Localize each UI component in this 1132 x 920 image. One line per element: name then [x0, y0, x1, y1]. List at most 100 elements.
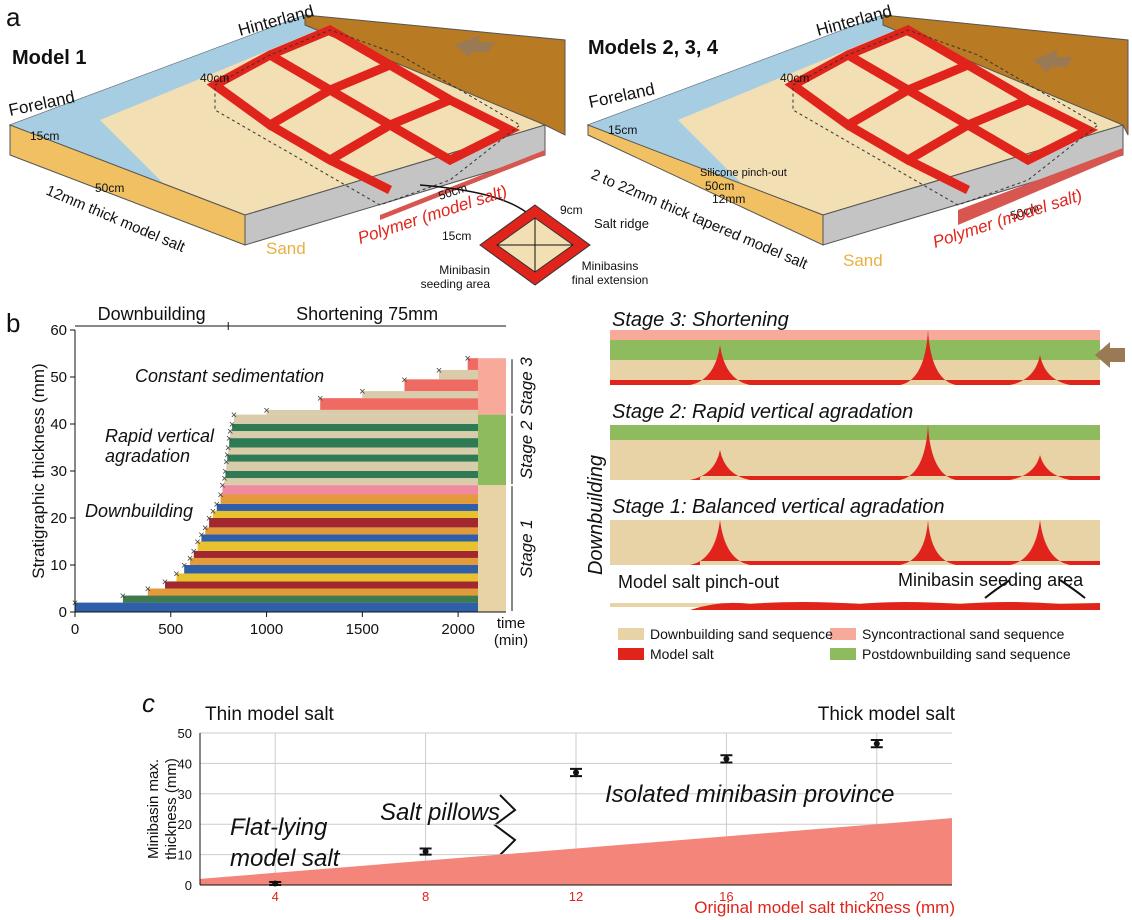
layer: [217, 504, 478, 511]
y-tick-label: 0: [185, 878, 192, 893]
section-title: Stage 3: Shortening: [612, 309, 789, 331]
point: [272, 880, 278, 886]
label: seeding area: [421, 277, 491, 291]
y-tick-label: 50: [50, 369, 67, 386]
layer: [75, 603, 478, 612]
layer: [222, 485, 478, 494]
layer: [228, 448, 478, 455]
label: Thick model salt: [818, 704, 956, 725]
layer: [320, 398, 478, 410]
marker: ×: [436, 365, 442, 377]
annotation: Constant sedimentation: [135, 366, 324, 386]
layer: [194, 551, 478, 558]
dimension: 12mm: [712, 192, 745, 206]
label: Minibasin: [439, 263, 490, 277]
x-tick-label: 0: [71, 621, 79, 638]
annotation: model salt: [230, 845, 341, 872]
layer: [227, 455, 478, 462]
section-stage-3: [610, 330, 1125, 385]
layer: [148, 589, 478, 596]
axis-title: Original model salt thickness (mm): [694, 898, 955, 917]
axis-title: thickness (mm): [163, 758, 180, 860]
label: Model salt pinch-out: [618, 572, 779, 592]
stage-label: Stage 3: [517, 357, 536, 416]
y-tick-label: 50: [178, 726, 192, 741]
x-tick-label: 500: [158, 621, 183, 638]
dimension: 50cm: [95, 181, 124, 195]
y-tick-label: 10: [50, 557, 67, 574]
axis-title: (min): [494, 632, 528, 649]
annotation: Isolated minibasin province: [605, 781, 895, 808]
x-tick-label: 8: [422, 889, 429, 904]
layer: [225, 471, 478, 478]
marker: ×: [173, 568, 179, 580]
dimension: 9cm: [560, 203, 583, 217]
section-title: Stage 2: Rapid vertical agradation: [612, 401, 913, 423]
phase-label: Shortening 75mm: [296, 304, 438, 324]
x-tick-label: 4: [272, 889, 279, 904]
side-label: Downbuilding: [585, 455, 607, 575]
x-tick-label: 2000: [441, 621, 474, 638]
stage-band: [478, 358, 506, 414]
dimension: 40cm: [200, 71, 229, 85]
section-title: Stage 1: Balanced vertical agradation: [612, 496, 944, 518]
annotation: Salt pillows: [380, 799, 500, 826]
stage-label: Stage 2: [517, 420, 536, 479]
x-tick-label: 12: [569, 889, 583, 904]
layer: [205, 527, 478, 534]
stage-band: [478, 485, 506, 612]
label: Silicone pinch-out: [700, 167, 787, 179]
label: Sand: [843, 251, 883, 270]
figure: a Model 1 Hinterland Foreland 40cm 15cm …: [0, 0, 1132, 920]
model-title: Model 1: [12, 47, 86, 69]
y-tick-label: 30: [50, 463, 67, 480]
label: Thin model salt: [205, 704, 335, 725]
dimension: 40cm: [780, 71, 809, 85]
axis-title: time: [497, 615, 525, 632]
layer: [209, 518, 478, 527]
phase-label: Downbuilding: [98, 304, 206, 324]
dimension: 15cm: [30, 129, 59, 143]
point: [874, 741, 880, 747]
layer: [184, 565, 478, 573]
x-tick-label: 1500: [346, 621, 379, 638]
y-tick-label: 60: [50, 322, 67, 339]
legend-label: Downbuilding sand sequence: [650, 626, 833, 642]
legend-swatch: [830, 648, 856, 660]
layer: [404, 379, 478, 391]
dimension: 15cm: [442, 229, 471, 243]
layer: [201, 534, 478, 541]
point: [723, 756, 729, 762]
annotation: agradation: [105, 446, 190, 466]
marker: ×: [464, 353, 470, 365]
layer: [165, 581, 478, 588]
legend-label: Model salt: [650, 646, 714, 662]
marker: ×: [162, 576, 168, 588]
layer: [234, 415, 478, 424]
layer: [232, 424, 478, 431]
x-tick-label: 1000: [250, 621, 283, 638]
stage-label: Stage 1: [517, 519, 536, 578]
layer: [123, 596, 478, 603]
model-title: Models 2, 3, 4: [588, 37, 719, 59]
layer: [267, 410, 478, 415]
marker: ×: [401, 374, 407, 386]
y-tick-label: 40: [50, 416, 67, 433]
dimension: 50cm: [705, 179, 734, 193]
layer: [198, 542, 478, 551]
layer: [224, 478, 478, 485]
panel-label: c: [142, 688, 155, 718]
legend-swatch: [618, 628, 644, 640]
layer: [190, 558, 478, 565]
marker: ×: [145, 584, 151, 596]
point: [423, 849, 429, 855]
marker: ×: [263, 405, 269, 417]
layer: [229, 438, 478, 447]
layer: [362, 391, 478, 398]
panel-label: a: [6, 2, 21, 32]
layer: [226, 462, 478, 471]
axis-title: Stratigraphic thickness (mm): [29, 363, 48, 578]
legend-label: Postdownbuilding sand sequence: [862, 646, 1071, 662]
y-tick-label: 20: [50, 510, 67, 527]
legend-swatch: [830, 628, 856, 640]
